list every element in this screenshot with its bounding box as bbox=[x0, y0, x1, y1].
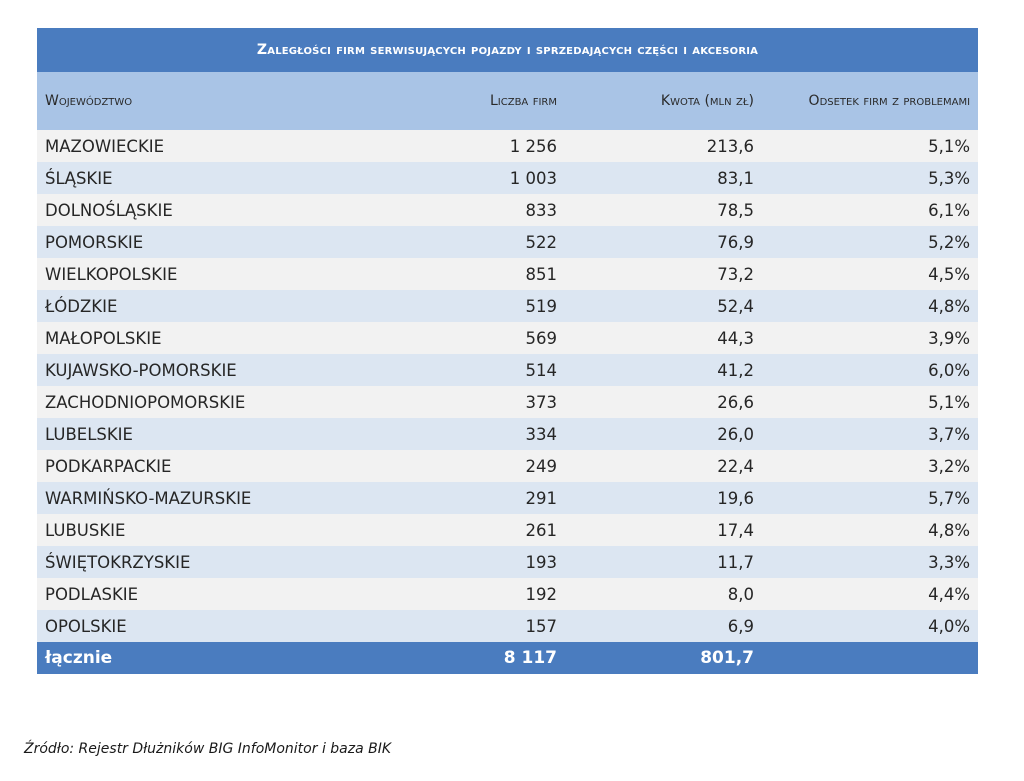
table-total-row: łącznie 8 117 801,7 bbox=[37, 642, 979, 674]
cell-firm-count: 1 256 bbox=[347, 130, 565, 162]
header-percent: Odsetek firm z problemami bbox=[762, 72, 979, 130]
cell-firm-count: 833 bbox=[347, 194, 565, 226]
table-row: LUBELSKIE 334 26,0 3,7% bbox=[37, 418, 979, 450]
table-row: POMORSKIE 522 76,9 5,2% bbox=[37, 226, 979, 258]
cell-voivodeship: KUJAWSKO-POMORSKIE bbox=[37, 354, 347, 386]
cell-percent: 6,0% bbox=[762, 354, 979, 386]
table-row: PODKARPACKIE 249 22,4 3,2% bbox=[37, 450, 979, 482]
table-row: PODLASKIE 192 8,0 4,4% bbox=[37, 578, 979, 610]
cell-amount: 83,1 bbox=[565, 162, 762, 194]
total-firm-count: 8 117 bbox=[347, 642, 565, 674]
cell-percent: 4,8% bbox=[762, 290, 979, 322]
table-title: Zaległości firm serwisujących pojazdy i … bbox=[37, 28, 979, 72]
cell-amount: 22,4 bbox=[565, 450, 762, 482]
cell-percent: 3,3% bbox=[762, 546, 979, 578]
header-firm-count: Liczba firm bbox=[347, 72, 565, 130]
total-percent bbox=[762, 642, 979, 674]
cell-firm-count: 249 bbox=[347, 450, 565, 482]
cell-voivodeship: WIELKOPOLSKIE bbox=[37, 258, 347, 290]
cell-firm-count: 193 bbox=[347, 546, 565, 578]
table-row: DOLNOŚLĄSKIE 833 78,5 6,1% bbox=[37, 194, 979, 226]
cell-firm-count: 157 bbox=[347, 610, 565, 642]
table-row: ŁÓDZKIE 519 52,4 4,8% bbox=[37, 290, 979, 322]
cell-percent: 3,2% bbox=[762, 450, 979, 482]
cell-voivodeship: LUBELSKIE bbox=[37, 418, 347, 450]
cell-voivodeship: MAŁOPOLSKIE bbox=[37, 322, 347, 354]
cell-firm-count: 519 bbox=[347, 290, 565, 322]
cell-voivodeship: DOLNOŚLĄSKIE bbox=[37, 194, 347, 226]
table-row: KUJAWSKO-POMORSKIE 514 41,2 6,0% bbox=[37, 354, 979, 386]
cell-voivodeship: POMORSKIE bbox=[37, 226, 347, 258]
cell-firm-count: 261 bbox=[347, 514, 565, 546]
cell-percent: 3,9% bbox=[762, 322, 979, 354]
cell-voivodeship: ŁÓDZKIE bbox=[37, 290, 347, 322]
cell-percent: 4,0% bbox=[762, 610, 979, 642]
cell-voivodeship: ŚWIĘTOKRZYSKIE bbox=[37, 546, 347, 578]
cell-firm-count: 373 bbox=[347, 386, 565, 418]
cell-voivodeship: ŚLĄSKIE bbox=[37, 162, 347, 194]
table-row: OPOLSKIE 157 6,9 4,0% bbox=[37, 610, 979, 642]
total-amount: 801,7 bbox=[565, 642, 762, 674]
cell-amount: 6,9 bbox=[565, 610, 762, 642]
table-row: WARMIŃSKO-MAZURSKIE 291 19,6 5,7% bbox=[37, 482, 979, 514]
cell-amount: 44,3 bbox=[565, 322, 762, 354]
table-header-row: Województwo Liczba firm Kwota (mln zł) O… bbox=[37, 72, 979, 130]
debt-table: Zaległości firm serwisujących pojazdy i … bbox=[37, 28, 979, 674]
table-row: ŚLĄSKIE 1 003 83,1 5,3% bbox=[37, 162, 979, 194]
cell-firm-count: 514 bbox=[347, 354, 565, 386]
cell-voivodeship: LUBUSKIE bbox=[37, 514, 347, 546]
cell-percent: 4,4% bbox=[762, 578, 979, 610]
table-row: ZACHODNIOPOMORSKIE 373 26,6 5,1% bbox=[37, 386, 979, 418]
header-amount: Kwota (mln zł) bbox=[565, 72, 762, 130]
cell-amount: 11,7 bbox=[565, 546, 762, 578]
debt-table-container: Zaległości firm serwisujących pojazdy i … bbox=[37, 28, 979, 674]
cell-percent: 5,2% bbox=[762, 226, 979, 258]
cell-amount: 17,4 bbox=[565, 514, 762, 546]
cell-amount: 52,4 bbox=[565, 290, 762, 322]
cell-percent: 3,7% bbox=[762, 418, 979, 450]
cell-percent: 5,1% bbox=[762, 130, 979, 162]
cell-amount: 213,6 bbox=[565, 130, 762, 162]
cell-voivodeship: PODKARPACKIE bbox=[37, 450, 347, 482]
cell-voivodeship: ZACHODNIOPOMORSKIE bbox=[37, 386, 347, 418]
cell-percent: 4,5% bbox=[762, 258, 979, 290]
cell-firm-count: 851 bbox=[347, 258, 565, 290]
table-row: MAŁOPOLSKIE 569 44,3 3,9% bbox=[37, 322, 979, 354]
table-title-row: Zaległości firm serwisujących pojazdy i … bbox=[37, 28, 979, 72]
table-row: WIELKOPOLSKIE 851 73,2 4,5% bbox=[37, 258, 979, 290]
cell-firm-count: 522 bbox=[347, 226, 565, 258]
cell-voivodeship: OPOLSKIE bbox=[37, 610, 347, 642]
cell-firm-count: 192 bbox=[347, 578, 565, 610]
cell-amount: 19,6 bbox=[565, 482, 762, 514]
cell-amount: 26,6 bbox=[565, 386, 762, 418]
cell-voivodeship: MAZOWIECKIE bbox=[37, 130, 347, 162]
table-row: ŚWIĘTOKRZYSKIE 193 11,7 3,3% bbox=[37, 546, 979, 578]
cell-firm-count: 1 003 bbox=[347, 162, 565, 194]
cell-firm-count: 291 bbox=[347, 482, 565, 514]
cell-percent: 6,1% bbox=[762, 194, 979, 226]
cell-percent: 5,1% bbox=[762, 386, 979, 418]
cell-percent: 4,8% bbox=[762, 514, 979, 546]
cell-amount: 41,2 bbox=[565, 354, 762, 386]
table-row: LUBUSKIE 261 17,4 4,8% bbox=[37, 514, 979, 546]
total-label: łącznie bbox=[37, 642, 347, 674]
cell-amount: 26,0 bbox=[565, 418, 762, 450]
table-row: MAZOWIECKIE 1 256 213,6 5,1% bbox=[37, 130, 979, 162]
source-note: Źródło: Rejestr Dłużników BIG InfoMonito… bbox=[24, 741, 392, 757]
cell-amount: 76,9 bbox=[565, 226, 762, 258]
cell-voivodeship: WARMIŃSKO-MAZURSKIE bbox=[37, 482, 347, 514]
cell-amount: 8,0 bbox=[565, 578, 762, 610]
cell-firm-count: 569 bbox=[347, 322, 565, 354]
cell-amount: 73,2 bbox=[565, 258, 762, 290]
cell-percent: 5,7% bbox=[762, 482, 979, 514]
header-voivodeship: Województwo bbox=[37, 72, 347, 130]
cell-voivodeship: PODLASKIE bbox=[37, 578, 347, 610]
cell-percent: 5,3% bbox=[762, 162, 979, 194]
cell-firm-count: 334 bbox=[347, 418, 565, 450]
table-body: MAZOWIECKIE 1 256 213,6 5,1% ŚLĄSKIE 1 003 83… bbox=[37, 130, 979, 674]
cell-amount: 78,5 bbox=[565, 194, 762, 226]
